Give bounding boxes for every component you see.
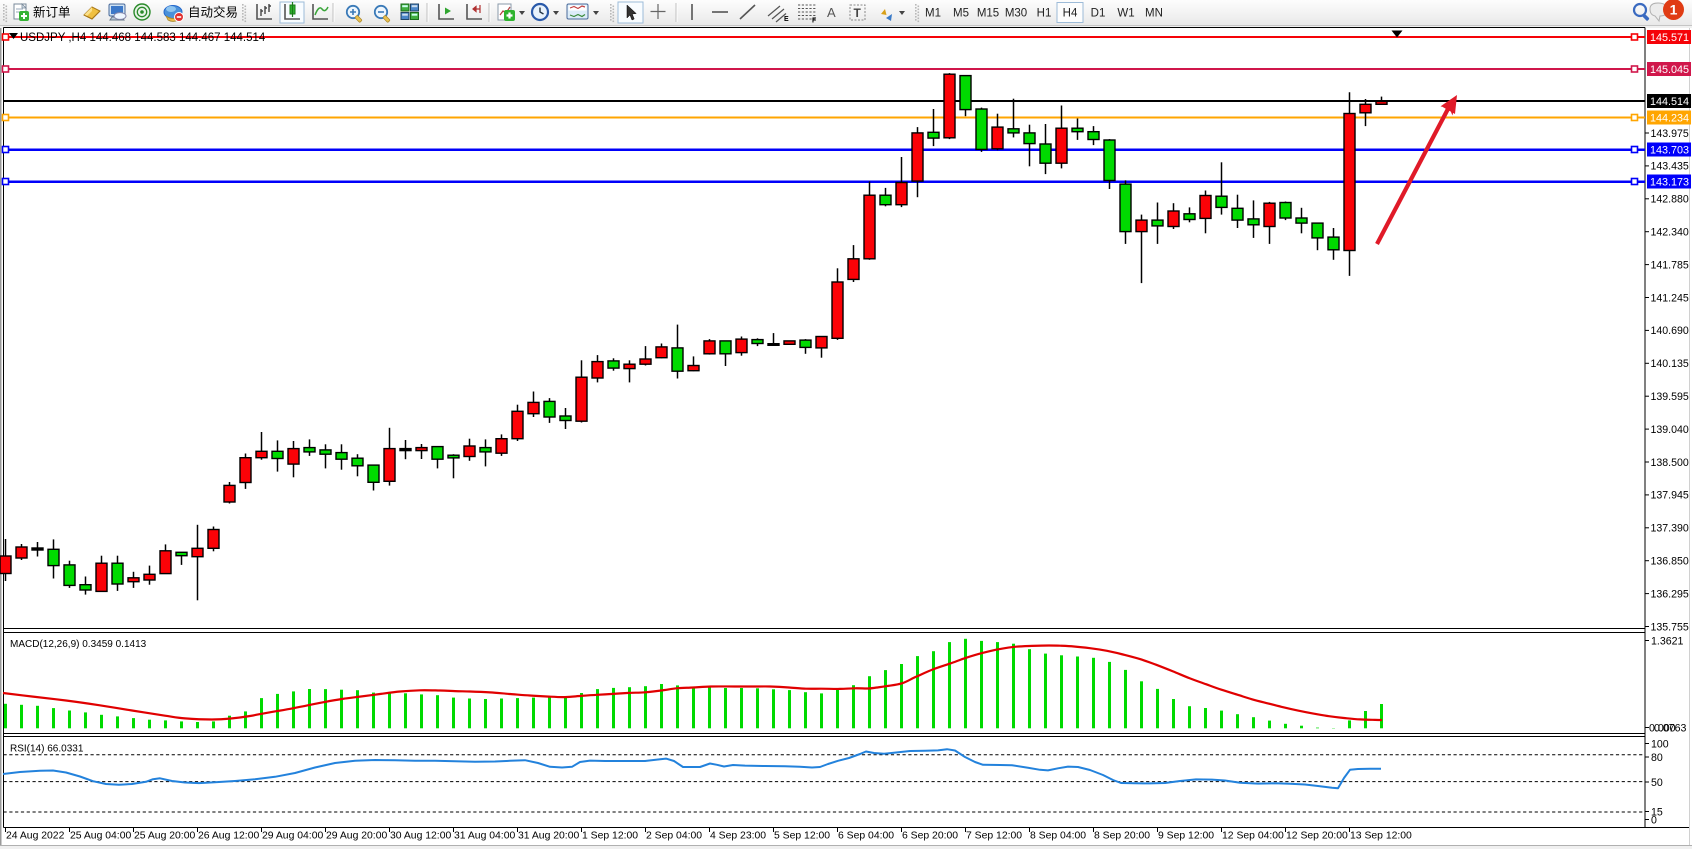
svg-text:E: E [784,16,789,23]
svg-text:H1: H1 [1037,8,1052,20]
svg-text:50: 50 [1651,777,1663,789]
svg-text:M1: M1 [925,8,941,20]
svg-text:136.295: 136.295 [1651,588,1689,600]
svg-text:135.755: 135.755 [1651,621,1689,633]
svg-text:MN: MN [1145,8,1163,20]
svg-text:136.850: 136.850 [1651,556,1689,568]
svg-text:24 Aug 2022: 24 Aug 2022 [6,831,65,842]
svg-text:145.045: 145.045 [1650,64,1689,76]
svg-text:M5: M5 [953,8,969,20]
svg-text:142.880: 142.880 [1651,194,1689,206]
svg-text:80: 80 [1651,752,1663,764]
svg-text:0.0763: 0.0763 [1654,722,1687,734]
svg-text:30 Aug 12:00: 30 Aug 12:00 [390,831,451,842]
svg-text:26 Aug 12:00: 26 Aug 12:00 [198,831,259,842]
svg-text:0.000: 0.000 [1649,722,1676,734]
svg-text:145.571: 145.571 [1650,32,1689,44]
svg-text:141.785: 141.785 [1651,259,1689,271]
svg-text:31 Aug 20:00: 31 Aug 20:00 [518,831,579,842]
svg-text:142.340: 142.340 [1651,227,1689,239]
svg-text:138.500: 138.500 [1651,457,1689,469]
svg-text:新订单: 新订单 [33,5,71,20]
svg-text:140.135: 140.135 [1651,358,1689,370]
svg-text:RSI(14) 66.0331: RSI(14) 66.0331 [10,744,84,755]
svg-text:1.3621: 1.3621 [1651,635,1684,647]
svg-text:A: A [827,5,836,20]
svg-text:8 Sep 20:00: 8 Sep 20:00 [1094,831,1150,842]
svg-text:143.703: 143.703 [1650,145,1689,157]
svg-text:1: 1 [1670,2,1678,18]
svg-text:M30: M30 [1005,8,1027,20]
svg-text:2 Sep 04:00: 2 Sep 04:00 [646,831,702,842]
svg-text:100: 100 [1651,738,1669,750]
svg-text:7 Sep 12:00: 7 Sep 12:00 [966,831,1022,842]
svg-text:8 Sep 04:00: 8 Sep 04:00 [1030,831,1086,842]
svg-text:H4: H4 [1063,8,1078,20]
svg-text:137.390: 137.390 [1651,523,1689,535]
svg-text:F: F [812,18,817,25]
svg-text:13 Sep 12:00: 13 Sep 12:00 [1350,831,1412,842]
svg-text:143.435: 143.435 [1651,161,1689,173]
svg-text:12 Sep 04:00: 12 Sep 04:00 [1222,831,1284,842]
svg-text:144.234: 144.234 [1650,113,1689,125]
svg-text:137.945: 137.945 [1651,490,1689,502]
svg-text:D1: D1 [1091,8,1106,20]
svg-text:USDJPY ,H4 144.468 144.583 14: USDJPY ,H4 144.468 144.583 144.467 144.5… [20,32,266,44]
svg-text:4 Sep 23:00: 4 Sep 23:00 [710,831,766,842]
svg-text:6 Sep 20:00: 6 Sep 20:00 [902,831,958,842]
svg-text:25 Aug 20:00: 25 Aug 20:00 [134,831,195,842]
svg-text:139.595: 139.595 [1651,391,1689,403]
svg-text:29 Aug 20:00: 29 Aug 20:00 [326,831,387,842]
svg-text:143.975: 143.975 [1651,128,1689,140]
svg-text:144.514: 144.514 [1650,96,1689,108]
svg-text:0: 0 [1651,814,1657,826]
svg-text:15: 15 [1651,806,1663,818]
svg-text:9 Sep 12:00: 9 Sep 12:00 [1158,831,1214,842]
svg-text:1 Sep 12:00: 1 Sep 12:00 [582,831,638,842]
svg-text:5 Sep 12:00: 5 Sep 12:00 [774,831,830,842]
svg-text:MACD(12,26,9) 0.3459 0.1413: MACD(12,26,9) 0.3459 0.1413 [10,639,147,650]
svg-text:12 Sep 20:00: 12 Sep 20:00 [1286,831,1348,842]
svg-text:143.173: 143.173 [1650,177,1689,189]
svg-text:31 Aug 04:00: 31 Aug 04:00 [454,831,515,842]
svg-text:29 Aug 04:00: 29 Aug 04:00 [262,831,323,842]
svg-text:W1: W1 [1117,8,1134,20]
svg-text:139.040: 139.040 [1651,424,1689,436]
svg-text:6 Sep 04:00: 6 Sep 04:00 [838,831,894,842]
svg-text:141.245: 141.245 [1651,292,1689,304]
svg-text:M15: M15 [977,8,999,20]
svg-text:140.690: 140.690 [1651,325,1689,337]
svg-text:自动交易: 自动交易 [188,5,238,20]
svg-text:25 Aug 04:00: 25 Aug 04:00 [70,831,131,842]
svg-text:T: T [854,6,862,20]
